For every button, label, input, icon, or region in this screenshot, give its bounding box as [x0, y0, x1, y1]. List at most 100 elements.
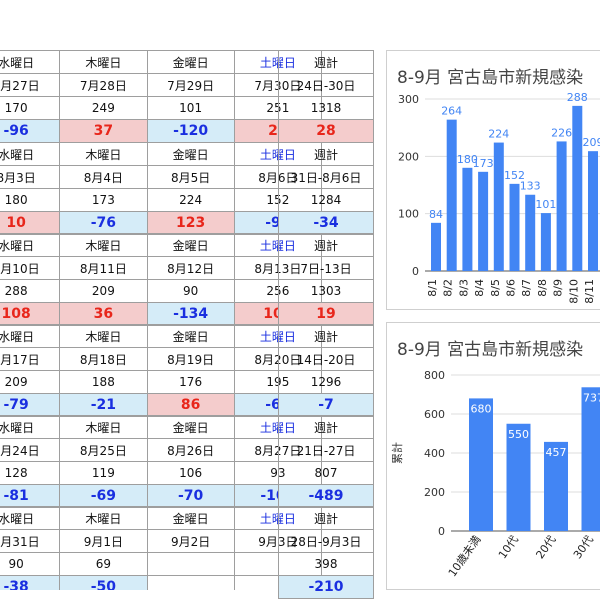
bar — [493, 142, 504, 271]
y-tick-label: 800 — [424, 369, 445, 382]
day-header: 金曜日 — [146, 233, 235, 257]
diff-cell: -120 — [146, 119, 235, 143]
count-cell: 119 — [59, 461, 148, 485]
table-row: 807 — [278, 461, 374, 485]
week-table: 水曜日木曜日金曜日土曜日8月31日9月1日9月2日9月3日9069-38-50 — [0, 506, 322, 590]
week-total-table: 週計 24日-30日 1318 28 — [278, 50, 374, 143]
total-count: 1296 — [278, 370, 374, 394]
date-cell: 8月24日 — [0, 438, 61, 462]
week-total-table: 週計 21日-27日 807 -489 — [278, 415, 374, 508]
day-header: 木曜日 — [59, 415, 148, 439]
table-row: 1296 — [278, 370, 374, 394]
x-tick-label: 8/4 — [473, 279, 486, 297]
diff-cell: -76 — [59, 211, 148, 235]
x-tick-label: 8/6 — [505, 279, 518, 297]
y-tick-label: 0 — [438, 525, 445, 538]
daily-cases-plot: 0 100 200 300 84 8/1 264 8/2 180 8/3 173 8/4 224 8/5 1… — [398, 91, 600, 304]
data-label: 101 — [535, 198, 556, 211]
date-cell: 8月19日 — [146, 347, 235, 371]
x-tick-label: 20代 — [533, 533, 558, 561]
date-cell: 8月17日 — [0, 347, 61, 371]
total-range: 21日-27日 — [278, 438, 374, 462]
bar — [469, 398, 493, 531]
count-cell — [146, 552, 235, 576]
daily-cases-chart: 8-9月 宮古島市新規感染 0 100 200 300 84 8/1 264 8/2 180 8/… — [386, 50, 600, 310]
table-row: 水曜日 木曜日 金曜日 土曜日 — [0, 415, 322, 439]
x-tick-label: 30代 — [571, 533, 596, 561]
table-row: 8月10日8月11日8月12日8月13日 — [0, 256, 322, 280]
total-label: 週計 — [278, 415, 374, 439]
count-cell: 173 — [59, 188, 148, 212]
count-cell: 106 — [146, 461, 235, 485]
x-tick-label: 8/11 — [583, 279, 596, 304]
x-tick-label: 8/7 — [520, 279, 533, 297]
table-row: 128 119 106 93 — [0, 461, 322, 485]
week-table: 水曜日木曜日金曜日土曜日8月17日8月18日8月19日8月20日20918817… — [0, 324, 322, 417]
table-row: 28日-9月3日 — [278, 529, 374, 553]
day-header: 水曜日 — [0, 506, 61, 530]
table-row: 7月27日7月28日7月29日7月30日 — [0, 73, 322, 97]
day-header: 木曜日 — [59, 50, 148, 74]
total-label: 週計 — [278, 233, 374, 257]
week-total-table: 週計 7日-13日 1303 19 — [278, 233, 374, 326]
day-header: 水曜日 — [0, 233, 61, 257]
table-row: 8月3日 8月4日 8月5日 8月6日 — [0, 165, 322, 189]
date-cell: 7月28日 — [59, 73, 148, 97]
date-cell: 8月31日 — [0, 529, 61, 553]
y-tick-label: 300 — [398, 93, 419, 106]
table-row: 21日-27日 — [278, 438, 374, 462]
table-row: 水曜日 木曜日 金曜日 土曜日 — [0, 50, 322, 74]
data-label: 680 — [471, 402, 492, 415]
bar — [446, 119, 457, 271]
week-total-table: 週計 28日-9月3日 398 -210 — [278, 506, 374, 599]
table-row: -38 -50 — [0, 575, 322, 590]
table-row: 水曜日 木曜日 金曜日 土曜日 — [0, 506, 322, 530]
day-header: 水曜日 — [0, 324, 61, 348]
data-label: 550 — [508, 428, 529, 441]
data-label: 288 — [567, 91, 588, 104]
bar — [431, 222, 441, 271]
table-row: 170 249 101 251 — [0, 96, 322, 120]
week-table: 水曜日木曜日金曜日土曜日8月24日8月25日8月26日8月27日12811910… — [0, 415, 322, 508]
x-tick-label: 8/2 — [442, 279, 455, 297]
bar — [544, 441, 568, 531]
date-cell: 8月25日 — [59, 438, 148, 462]
total-diff: -34 — [278, 211, 374, 235]
week-table: 水曜日木曜日金曜日土曜日8月10日8月11日8月12日8月13日28820990… — [0, 233, 322, 326]
day-header: 金曜日 — [146, 50, 235, 74]
table-row: 209 188 176 195 — [0, 370, 322, 394]
x-tick-label: 8/9 — [552, 279, 565, 297]
total-label: 週計 — [278, 50, 374, 74]
count-cell: 224 — [146, 188, 235, 212]
table-row: 24日-30日 — [278, 73, 374, 97]
y-tick-label: 600 — [424, 408, 445, 421]
table-row: 14日-20日 — [278, 347, 374, 371]
date-cell: 9月2日 — [146, 529, 235, 553]
y-tick-label: 400 — [424, 447, 445, 460]
table-row: 1318 — [278, 96, 374, 120]
day-header: 金曜日 — [146, 324, 235, 348]
chart-title: 8-9月 宮古島市新規感染 — [397, 340, 584, 360]
day-header: 木曜日 — [59, 233, 148, 257]
table-row: 7日-13日 — [278, 256, 374, 280]
table-row: 398 — [278, 552, 374, 576]
date-cell: 8月18日 — [59, 347, 148, 371]
diff-cell: 37 — [59, 119, 148, 143]
bar — [556, 141, 567, 271]
table-row: 8月17日8月18日8月19日8月20日 — [0, 347, 322, 371]
day-header: 水曜日 — [0, 142, 61, 166]
data-label: 84 — [429, 208, 443, 221]
day-header: 木曜日 — [59, 506, 148, 530]
date-cell: 8月26日 — [146, 438, 235, 462]
date-cell: 7月27日 — [0, 73, 61, 97]
total-range: 31日-8月6日 — [278, 165, 374, 189]
total-diff: -489 — [278, 484, 374, 508]
count-cell: 176 — [146, 370, 235, 394]
count-cell: 101 — [146, 96, 235, 120]
table-row: -34 — [278, 211, 374, 235]
count-cell: 188 — [59, 370, 148, 394]
table-row: -210 — [278, 575, 374, 599]
diff-cell: 86 — [146, 393, 235, 417]
